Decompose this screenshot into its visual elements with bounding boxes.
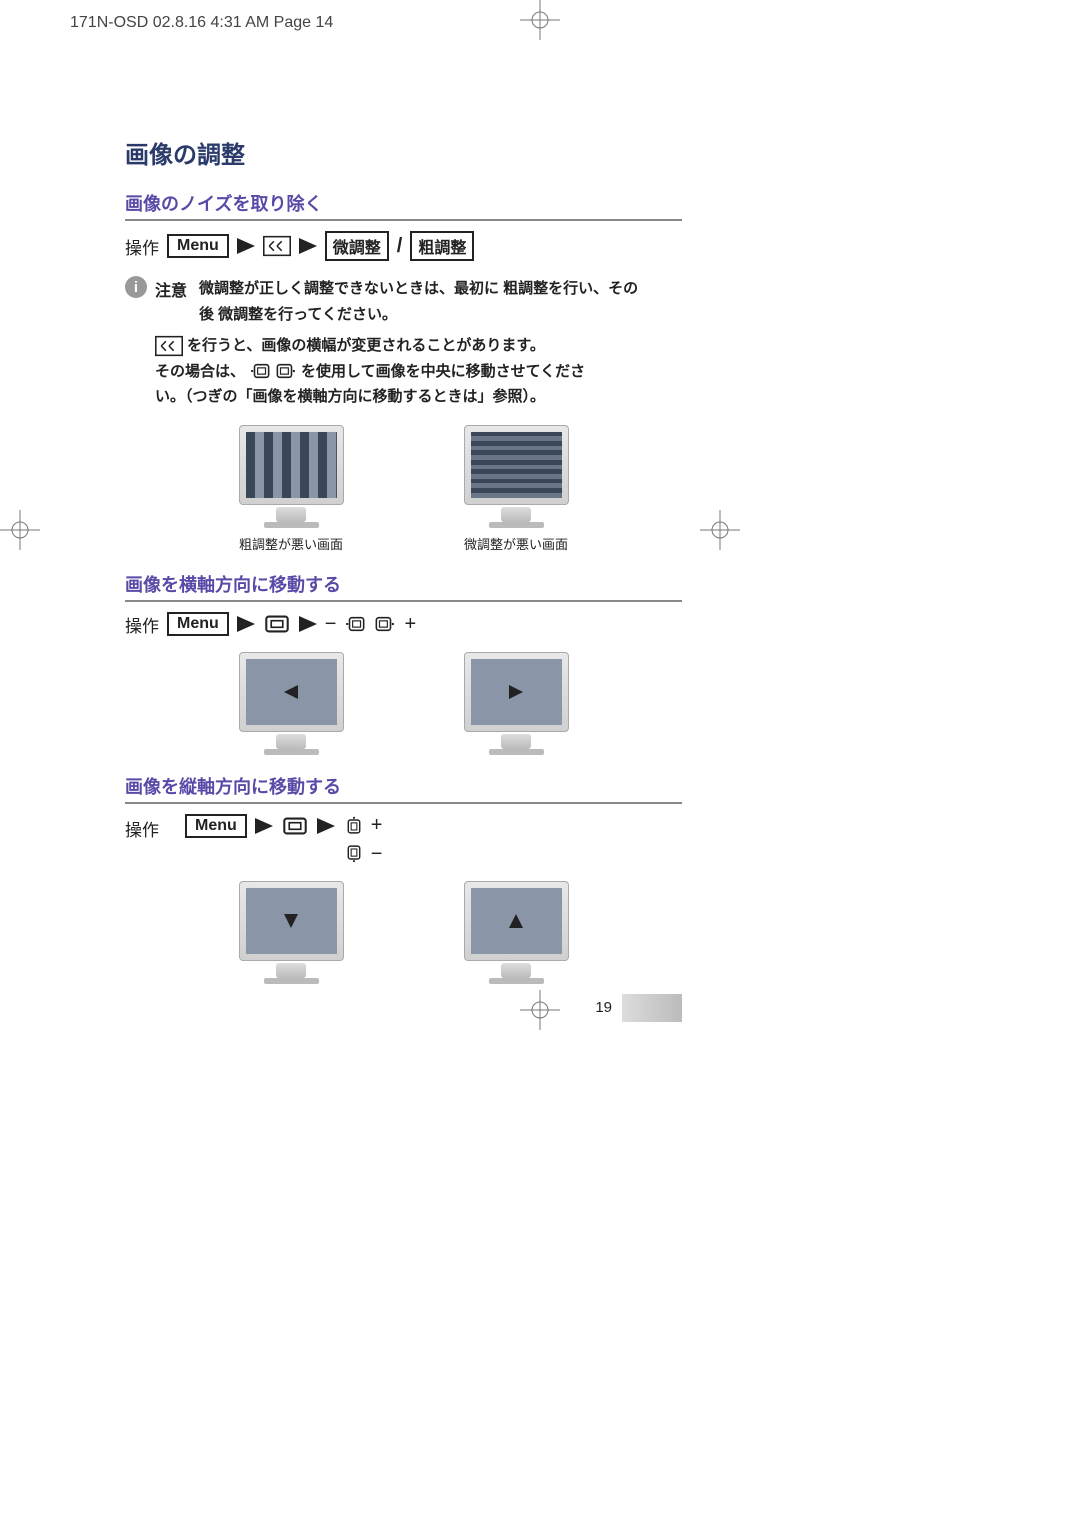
hpos-right-icon [275, 361, 297, 381]
page: 171N-OSD 02.8.16 4:31 AM Page 14 画像の調整 画… [0, 0, 1080, 1528]
content-area: 画像の調整 画像のノイズを取り除く 操作 Menu 微調整 / 粗調整 i 注意 [125, 135, 682, 1002]
note-label: 注意 [155, 277, 187, 301]
section-noise: 画像のノイズを取り除く 操作 Menu 微調整 / 粗調整 i 注意 微調整が正… [125, 190, 682, 553]
coarse-adjust-label: 粗調整 [410, 231, 474, 261]
op-label: 操作 [125, 816, 159, 841]
arrow-down-icon [284, 914, 298, 928]
note-text: を行うと、画像の横幅が変更されることがあります。 [187, 333, 545, 359]
monitor-fine-bad: 微調整が悪い画面 [464, 425, 569, 553]
position-icon [281, 814, 309, 838]
section-hmove: 画像を横軸方向に移動する 操作 Menu − + [125, 571, 682, 755]
section-title: 画像を横軸方向に移動する [125, 571, 682, 602]
op-label: 操作 [125, 234, 159, 259]
op-label: 操作 [125, 612, 159, 637]
plus-icon: + [371, 814, 383, 837]
section-vmove: 画像を縦軸方向に移動する 操作 Menu + − [125, 773, 682, 984]
registration-mark-right-icon [700, 510, 740, 550]
clock-adjust-icon [155, 334, 183, 358]
arrow-up-icon [509, 914, 523, 928]
arrow-right-icon [255, 818, 273, 834]
arrow-right-icon [509, 685, 523, 699]
print-header-meta: 171N-OSD 02.8.16 4:31 AM Page 14 [70, 14, 333, 32]
arrow-right-icon [299, 616, 317, 632]
monitor-move-right [464, 652, 569, 755]
position-icon [263, 612, 291, 636]
section-title: 画像を縦軸方向に移動する [125, 773, 682, 804]
vpos-down-icon [343, 844, 365, 864]
monitor-caption: 粗調整が悪い画面 [239, 534, 343, 553]
plus-icon: + [404, 613, 416, 636]
monitor-row [125, 652, 682, 755]
operation-row: 操作 Menu − + [125, 612, 682, 637]
monitor-coarse-bad: 粗調整が悪い画面 [239, 425, 344, 553]
operation-row: 操作 Menu + − [125, 814, 682, 866]
operation-row: 操作 Menu 微調整 / 粗調整 [125, 231, 682, 261]
menu-button: Menu [167, 234, 229, 258]
slash: / [397, 235, 403, 258]
note-text: 微調整が正しく調整できないときは、最初に 粗調整を行い、その [199, 276, 638, 302]
clock-adjust-icon [263, 234, 291, 258]
note-text: を使用して画像を中央に移動させてくださ [301, 359, 585, 385]
page-number-wrap: 19 [595, 994, 682, 1022]
monitor-row: 粗調整が悪い画面 微調整が悪い画面 [125, 425, 682, 553]
hpos-right-icon [374, 614, 396, 634]
fine-adjust-label: 微調整 [325, 231, 389, 261]
arrow-right-icon [237, 238, 255, 254]
arrow-right-icon [237, 616, 255, 632]
vpos-icons: + − [343, 814, 383, 866]
note-text: その場合は、 [155, 359, 245, 385]
arrow-right-icon [317, 818, 335, 834]
note-text: 後 微調整を行ってください。 [155, 302, 682, 328]
note-text: い。（つぎの「画像を横軸方向に移動するときは」参照）。 [155, 384, 682, 410]
minus-icon: − [325, 613, 337, 636]
arrow-left-icon [284, 685, 298, 699]
menu-button: Menu [185, 814, 247, 838]
monitor-move-left [239, 652, 344, 755]
monitor-row [125, 881, 682, 984]
minus-icon: − [371, 843, 383, 866]
arrow-right-icon [299, 238, 317, 254]
section-title: 画像のノイズを取り除く [125, 190, 682, 221]
hpos-left-icon [249, 361, 271, 381]
vpos-up-icon [343, 815, 365, 835]
monitor-caption: 微調整が悪い画面 [464, 534, 568, 553]
monitor-move-up [464, 881, 569, 984]
hpos-left-icon [344, 614, 366, 634]
note-block: i 注意 微調整が正しく調整できないときは、最初に 粗調整を行い、その 後 微調… [125, 276, 682, 410]
page-number-bar [622, 994, 682, 1022]
info-icon: i [125, 276, 147, 298]
menu-button: Menu [167, 612, 229, 636]
page-number: 19 [595, 999, 612, 1016]
monitor-move-down [239, 881, 344, 984]
page-title: 画像の調整 [125, 135, 682, 170]
registration-mark-top-icon [520, 0, 560, 40]
registration-mark-left-icon [0, 510, 40, 550]
